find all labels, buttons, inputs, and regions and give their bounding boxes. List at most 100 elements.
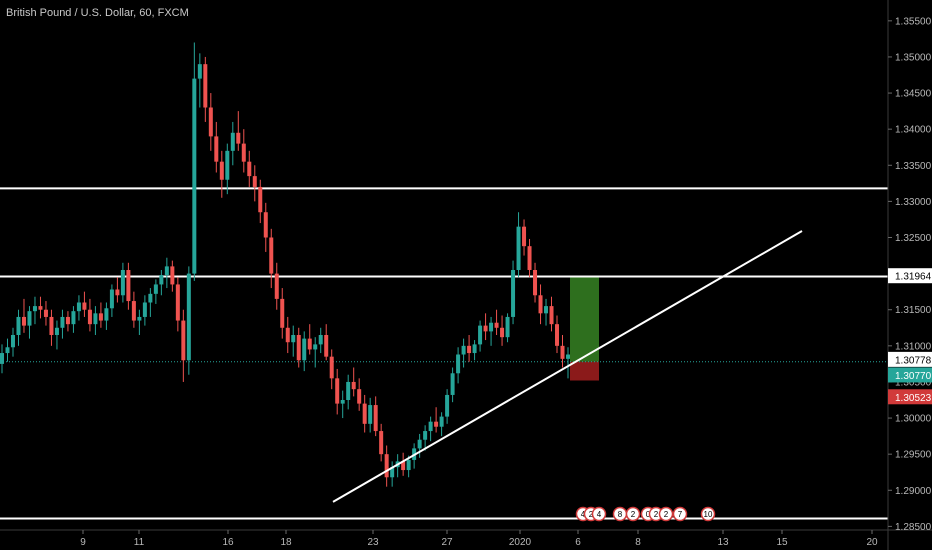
candle-body bbox=[417, 439, 422, 449]
y-tick-label: 1.31000 bbox=[895, 341, 932, 352]
event-marker-label: 0 bbox=[646, 510, 651, 519]
candle-body bbox=[10, 335, 15, 348]
event-marker[interactable]: 2 bbox=[658, 506, 674, 522]
candle-body bbox=[538, 295, 543, 314]
candle-body bbox=[401, 461, 406, 471]
candle bbox=[439, 412, 444, 437]
event-marker-circle bbox=[625, 506, 641, 522]
candle-body bbox=[263, 212, 268, 238]
price-badge: 1.30778 bbox=[888, 351, 932, 367]
candle-body bbox=[230, 132, 235, 151]
event-marker[interactable]: 10 bbox=[700, 506, 716, 522]
candle bbox=[170, 260, 175, 292]
target-zone[interactable] bbox=[570, 276, 599, 362]
candle bbox=[5, 338, 10, 362]
price-badge-label: 1.30523 bbox=[895, 393, 932, 404]
event-marker-circle bbox=[672, 506, 688, 522]
candle-body bbox=[302, 338, 307, 361]
candles bbox=[0, 42, 570, 487]
candle bbox=[159, 270, 164, 296]
candle bbox=[197, 53, 202, 108]
candle-body bbox=[164, 266, 169, 276]
candle bbox=[302, 331, 307, 372]
candle-body bbox=[533, 270, 538, 296]
x-tick-label: 18 bbox=[280, 537, 292, 548]
candle-body bbox=[318, 335, 323, 345]
candle bbox=[560, 335, 565, 368]
candle bbox=[16, 309, 21, 346]
y-tick-label: 1.33500 bbox=[895, 161, 932, 172]
candle-body bbox=[549, 306, 554, 325]
candle-body bbox=[93, 313, 98, 325]
event-marker[interactable]: 7 bbox=[672, 506, 688, 522]
event-marker[interactable]: 2 bbox=[648, 506, 664, 522]
candle bbox=[214, 121, 219, 173]
event-marker-circle bbox=[658, 506, 674, 522]
price-badge-label: 1.31964 bbox=[895, 272, 932, 283]
candle bbox=[313, 337, 318, 368]
candle-body bbox=[186, 273, 191, 361]
candle-body bbox=[483, 325, 488, 332]
price-badge: 1.31964 bbox=[888, 268, 932, 284]
candle-body bbox=[362, 403, 367, 424]
candle bbox=[285, 316, 290, 354]
candle bbox=[192, 42, 197, 281]
candle-body bbox=[203, 64, 208, 108]
candle bbox=[54, 320, 59, 350]
candle-body bbox=[236, 132, 241, 144]
candle bbox=[263, 202, 268, 252]
candle bbox=[516, 212, 521, 278]
candle bbox=[450, 367, 455, 403]
candle-body bbox=[439, 416, 444, 427]
candle bbox=[340, 390, 345, 419]
candle-body bbox=[49, 316, 54, 335]
candle bbox=[318, 327, 323, 354]
candle bbox=[82, 291, 87, 317]
candle bbox=[10, 327, 15, 357]
candle bbox=[291, 325, 296, 357]
candle-body bbox=[98, 313, 103, 321]
candle-body bbox=[478, 325, 483, 345]
candle bbox=[351, 367, 356, 397]
event-marker[interactable]: 8 bbox=[612, 506, 628, 522]
candle bbox=[307, 324, 312, 355]
candle-body bbox=[434, 421, 439, 427]
candle-body bbox=[274, 273, 279, 299]
candle bbox=[241, 129, 246, 173]
candle bbox=[252, 165, 257, 202]
candle-body bbox=[423, 431, 428, 440]
candle bbox=[131, 291, 136, 328]
candle bbox=[137, 309, 142, 335]
candle-body bbox=[494, 322, 499, 328]
event-marker-label: 7 bbox=[678, 510, 683, 519]
candle bbox=[423, 425, 428, 451]
event-marker-circle bbox=[700, 506, 716, 522]
candle-body bbox=[104, 308, 109, 321]
candle-body bbox=[357, 389, 362, 404]
candle bbox=[456, 347, 461, 384]
event-marker[interactable]: 4 bbox=[591, 506, 607, 522]
candle-body bbox=[500, 327, 505, 338]
stop-zone[interactable] bbox=[570, 361, 599, 381]
candle bbox=[500, 315, 505, 346]
event-marker-label: 2 bbox=[631, 510, 636, 519]
candle-body bbox=[148, 293, 153, 303]
candle-body bbox=[181, 320, 186, 361]
candle-body bbox=[505, 316, 510, 338]
event-marker[interactable]: 2 bbox=[625, 506, 641, 522]
candle-body bbox=[225, 150, 230, 180]
candle bbox=[87, 298, 92, 332]
candle bbox=[175, 277, 180, 332]
candle bbox=[142, 295, 147, 326]
trendline[interactable] bbox=[332, 230, 803, 503]
y-tick-label: 1.28500 bbox=[895, 522, 932, 533]
candle bbox=[555, 315, 560, 354]
candle bbox=[186, 266, 191, 375]
x-tick-label: 23 bbox=[367, 537, 379, 548]
candle bbox=[357, 378, 362, 411]
y-tick-label: 1.29000 bbox=[895, 486, 932, 497]
position-zones bbox=[570, 276, 599, 381]
candle-body bbox=[384, 454, 389, 478]
candle-body bbox=[555, 324, 560, 346]
